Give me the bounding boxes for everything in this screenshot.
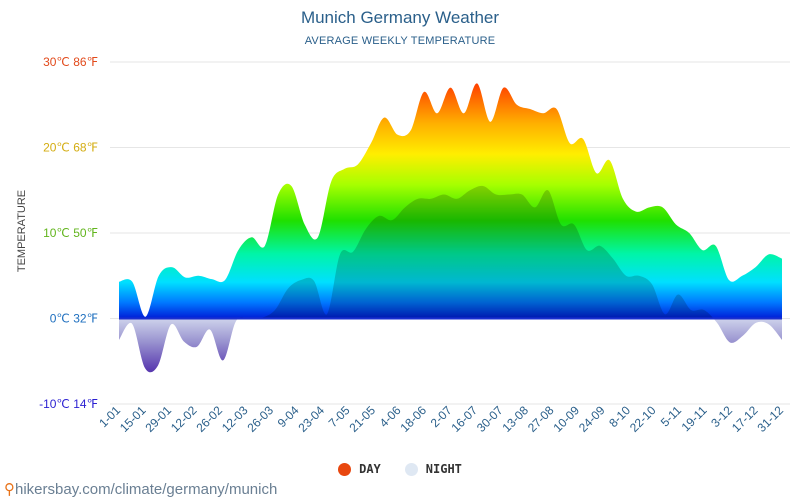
legend-item-day[interactable]: DAY: [338, 462, 381, 476]
chart-title: Munich Germany Weather: [300, 8, 500, 27]
night-dot-icon: [404, 462, 418, 476]
x-tick-label: 12-03: [219, 403, 251, 435]
y-tick-label: 20℃ 68℉: [43, 141, 98, 155]
night-series-area-below-zero: [119, 318, 782, 373]
x-tick-label: 29-01: [143, 403, 175, 435]
y-tick-label: 30℃ 86℉: [43, 55, 98, 69]
x-tick-label: 17-12: [729, 403, 761, 435]
x-tick-label: 31-12: [755, 403, 787, 435]
x-tick-label: 18-06: [398, 403, 430, 435]
y-tick-label: -10℃ 14℉: [39, 397, 98, 411]
x-tick-label: 16-07: [449, 403, 481, 435]
x-axis-tick-labels: 1-0115-0129-0112-0226-0212-0326-039-0423…: [96, 403, 786, 435]
x-tick-label: 13-08: [500, 403, 532, 435]
legend: DAY NIGHT: [0, 462, 800, 476]
source-text: hikersbay.com/climate/germany/munich: [15, 481, 278, 498]
source-link[interactable]: ⚲hikersbay.com/climate/germany/munich: [4, 480, 277, 498]
x-tick-label: 12-02: [168, 403, 200, 435]
night-series-area: [119, 185, 782, 319]
legend-item-night[interactable]: NIGHT: [404, 462, 462, 476]
x-tick-label: 19-11: [679, 403, 710, 434]
y-tick-label: 10℃ 50℉: [43, 226, 98, 240]
y-axis-tick-labels: 30℃ 86℉ 20℃ 68℉ 10℃ 50℉ 0℃ 32℉ -10℃ 14℉: [39, 55, 98, 411]
x-tick-label: 21-05: [347, 403, 379, 435]
day-dot-icon: [338, 462, 352, 476]
data-areas: [119, 83, 782, 373]
legend-day-label: DAY: [359, 462, 381, 476]
x-tick-label: 22-10: [627, 403, 659, 435]
x-tick-label: 27-08: [525, 403, 557, 435]
x-tick-label: 26-02: [194, 403, 226, 435]
location-pin-icon: ⚲: [4, 481, 15, 498]
x-tick-label: 26-03: [245, 403, 277, 435]
y-axis-label: TEMPERATURE: [16, 189, 28, 273]
x-tick-label: 30-07: [474, 403, 506, 435]
chart-subtitle: AVERAGE WEEKLY TEMPERATURE: [304, 35, 496, 47]
x-tick-label: 15-01: [117, 403, 149, 435]
legend-night-label: NIGHT: [425, 462, 462, 476]
x-tick-label: 10-09: [551, 403, 583, 435]
x-tick-label: 23-04: [296, 403, 328, 435]
x-tick-label: 24-09: [576, 403, 608, 435]
y-tick-label: 0℃ 32℉: [50, 312, 98, 326]
day-series-area: [119, 83, 782, 319]
